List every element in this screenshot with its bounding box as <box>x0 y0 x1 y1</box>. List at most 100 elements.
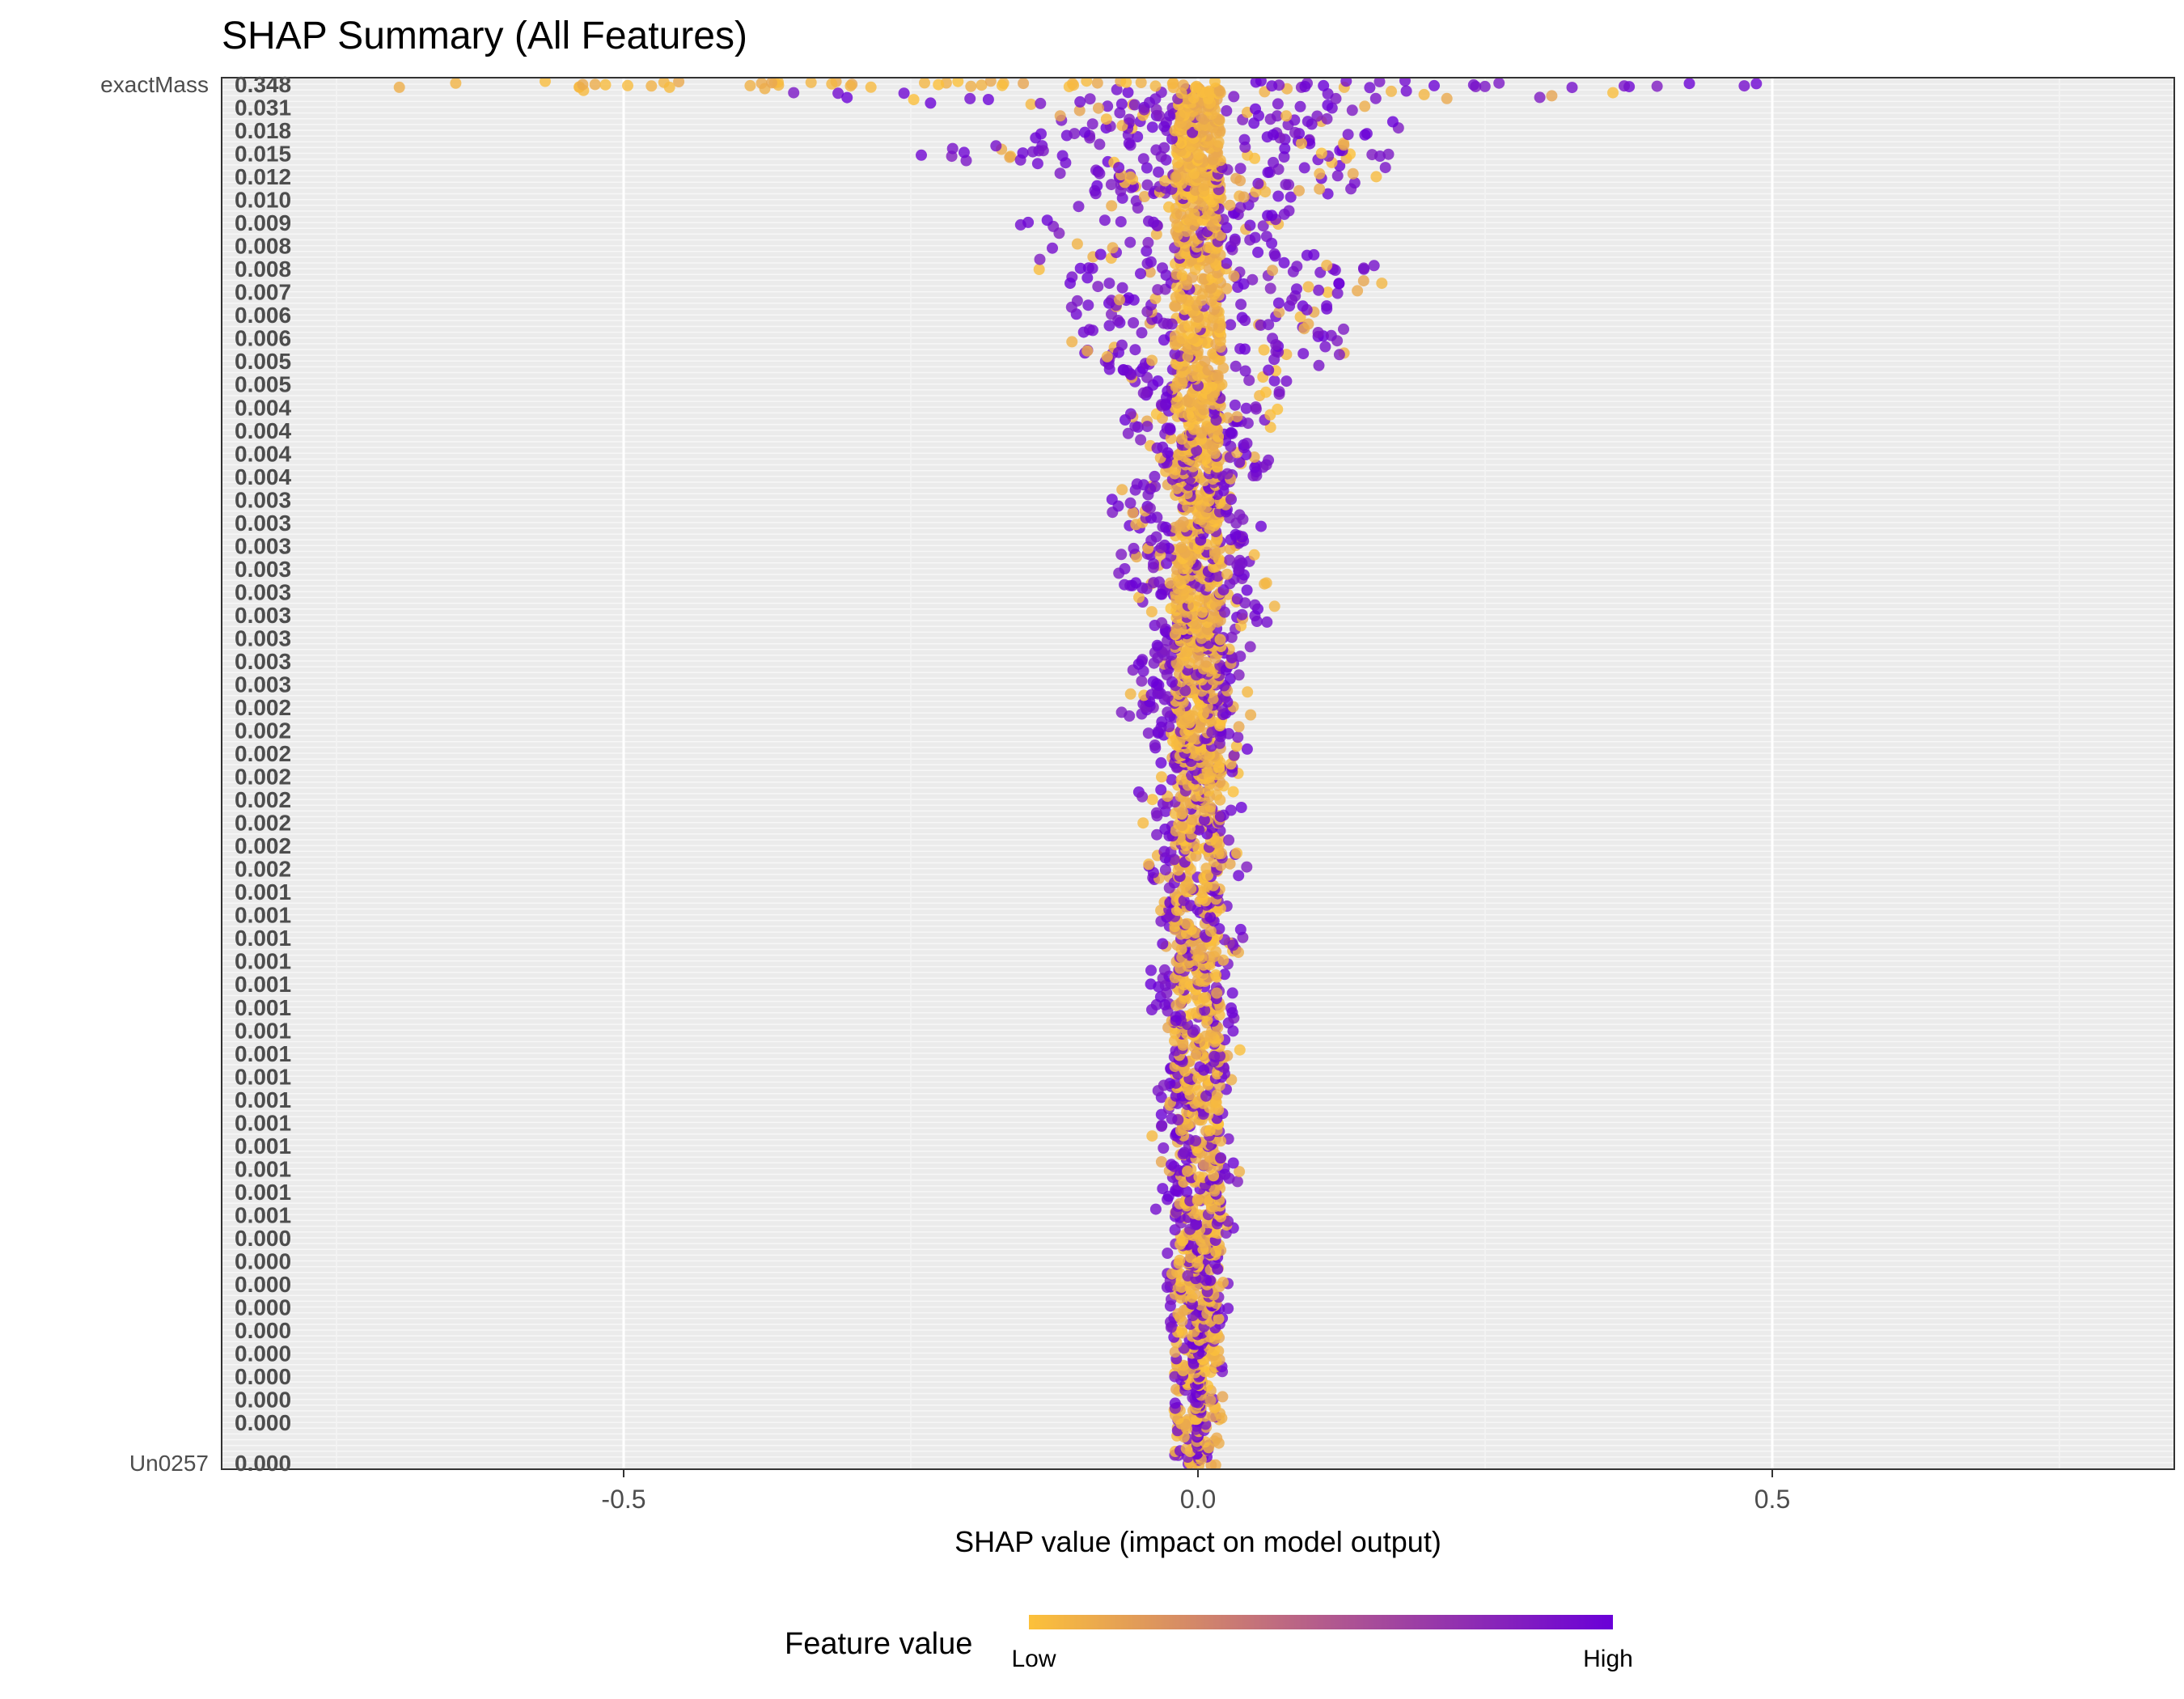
shap-point <box>1153 166 1165 178</box>
shap-point <box>1176 433 1188 445</box>
shap-point <box>1268 600 1280 612</box>
shap-point <box>1119 563 1131 574</box>
shap-point <box>1294 100 1306 112</box>
shap-point <box>958 146 970 159</box>
shap-point <box>1150 408 1162 420</box>
importance-label: 0.008 <box>235 256 291 282</box>
shap-point <box>1208 1183 1221 1195</box>
shap-point <box>1064 278 1076 290</box>
shap-point <box>865 81 877 93</box>
shap-point <box>1258 344 1270 356</box>
shap-point <box>1170 1090 1182 1102</box>
shap-point <box>1296 138 1307 150</box>
shap-point <box>1249 599 1261 611</box>
shap-point <box>1208 561 1220 574</box>
importance-label: 0.006 <box>235 326 291 351</box>
importance-label: 0.000 <box>235 1226 291 1251</box>
shap-point <box>1318 79 1330 91</box>
importance-label: 0.001 <box>235 949 291 974</box>
shap-point <box>1169 1346 1181 1358</box>
shap-point <box>1191 1218 1203 1230</box>
importance-label: 0.001 <box>235 926 291 951</box>
shap-point <box>1204 282 1217 294</box>
shap-point <box>1319 341 1331 353</box>
shap-point <box>1262 210 1274 222</box>
shap-point <box>1189 184 1201 197</box>
importance-label: 0.003 <box>235 603 291 628</box>
shap-point <box>1155 588 1167 600</box>
shap-point <box>1031 158 1043 170</box>
shap-point <box>1304 138 1316 150</box>
importance-label: 0.004 <box>235 464 291 489</box>
shap-point <box>1214 1050 1226 1062</box>
shap-point <box>1204 422 1217 434</box>
shap-point <box>1150 531 1162 543</box>
shap-point <box>1279 142 1291 155</box>
importance-label: 0.001 <box>235 1156 291 1181</box>
shap-point <box>1418 88 1430 100</box>
shap-point <box>1278 256 1290 269</box>
shap-point <box>1041 214 1053 227</box>
shap-point <box>1257 220 1269 232</box>
shap-point <box>1400 85 1412 97</box>
importance-label: 0.002 <box>235 857 291 882</box>
importance-label: 0.002 <box>235 718 291 744</box>
importance-label: 0.001 <box>235 1133 291 1159</box>
shap-point <box>1255 78 1267 87</box>
shap-point <box>1145 978 1157 990</box>
shap-point <box>1208 1435 1221 1447</box>
shap-point <box>1116 484 1128 496</box>
importance-label: 0.001 <box>235 1180 291 1205</box>
shap-point <box>1124 688 1136 700</box>
shap-point <box>1151 639 1163 651</box>
shap-point <box>1094 167 1106 180</box>
shap-point <box>577 78 589 91</box>
shap-point <box>1082 299 1094 311</box>
shap-point <box>1195 943 1207 955</box>
importance-label: 0.031 <box>235 95 291 121</box>
shap-point <box>1150 807 1162 819</box>
shap-point <box>1018 78 1030 90</box>
shap-point <box>1198 814 1210 826</box>
importance-label: 0.005 <box>235 372 291 397</box>
shap-point <box>1231 411 1243 423</box>
shap-point <box>1428 79 1440 91</box>
shap-point <box>1093 102 1104 114</box>
shap-point <box>1234 1166 1246 1178</box>
importance-label: 0.000 <box>235 1388 291 1413</box>
shap-point <box>1273 386 1285 398</box>
shap-point <box>1193 1171 1205 1183</box>
shap-point <box>1102 100 1114 112</box>
shap-point <box>1183 409 1195 422</box>
shap-point <box>1289 126 1301 138</box>
shap-point <box>1347 167 1359 180</box>
color-legend: Feature value Low High <box>785 1615 1633 1672</box>
shap-point <box>1083 324 1095 336</box>
shap-point <box>1145 256 1157 268</box>
shap-point <box>1619 80 1630 92</box>
shap-point <box>1147 676 1159 688</box>
shap-point <box>1185 1252 1196 1263</box>
shap-point <box>1352 285 1364 297</box>
shap-point <box>1175 541 1187 553</box>
importance-label: 0.002 <box>235 695 291 720</box>
shap-point <box>1211 1089 1223 1101</box>
importance-label: 0.001 <box>235 1087 291 1112</box>
importance-label: 0.010 <box>235 188 291 213</box>
shap-point <box>1229 399 1241 411</box>
shap-point <box>1214 811 1226 823</box>
shap-point <box>1369 92 1382 104</box>
shap-point <box>1175 773 1187 786</box>
shap-point <box>1069 128 1081 140</box>
shap-point <box>540 78 551 87</box>
shap-point <box>1209 549 1221 561</box>
shap-point <box>1308 248 1320 261</box>
shap-point <box>1260 386 1272 398</box>
shap-point <box>1231 593 1243 605</box>
shap-point <box>1301 303 1313 316</box>
shap-point <box>925 97 937 109</box>
shap-point <box>1566 82 1578 94</box>
shap-point <box>1172 1308 1184 1320</box>
shap-point <box>1331 170 1344 182</box>
shap-point <box>1074 262 1086 274</box>
